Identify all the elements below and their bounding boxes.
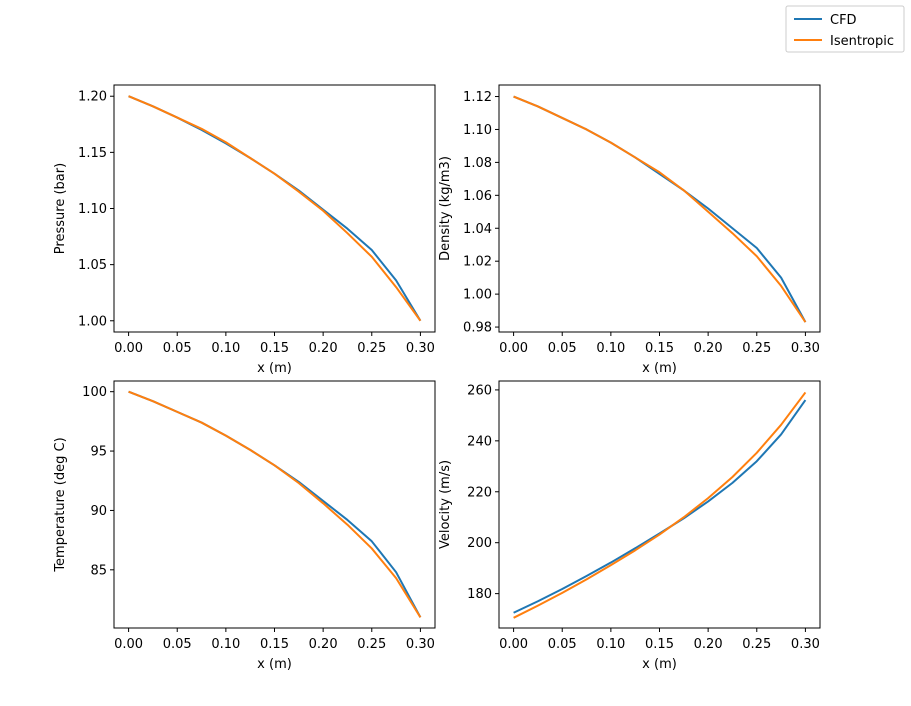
y-axis-label: Pressure (bar) (53, 163, 68, 254)
x-tick-label: 0.10 (596, 341, 625, 356)
series-line-isentropic (513, 391, 807, 619)
x-tick-label: 0.05 (548, 341, 577, 356)
x-axis-label: x (m) (257, 361, 292, 376)
x-tick-label: 0.10 (596, 637, 625, 652)
x-tick-label: 0.30 (406, 341, 435, 356)
x-tick-label: 0.20 (309, 341, 338, 356)
y-tick-label: 1.05 (78, 258, 107, 273)
axes-frame (113, 84, 436, 333)
x-axis-label: x (m) (642, 657, 677, 672)
y-tick-label: 1.02 (463, 255, 492, 270)
y-tick-label: 240 (467, 434, 492, 449)
y-tick-label: 1.00 (78, 314, 107, 329)
series-line-isentropic (128, 390, 422, 618)
y-axis-label: Velocity (m/s) (438, 460, 453, 549)
x-tick-label: 0.30 (791, 637, 820, 652)
x-tick-label: 0.10 (211, 341, 240, 356)
axes-frame (498, 84, 821, 333)
x-tick-label: 0.00 (499, 341, 528, 356)
y-tick-label: 100 (82, 385, 107, 400)
y-tick-label: 90 (90, 504, 107, 519)
y-tick-label: 0.98 (463, 321, 492, 336)
x-axis-label: x (m) (642, 361, 677, 376)
y-tick-label: 200 (467, 536, 492, 551)
x-tick-label: 0.00 (114, 637, 143, 652)
x-tick-label: 0.30 (791, 341, 820, 356)
x-tick-label: 0.25 (742, 637, 771, 652)
x-tick-label: 0.25 (357, 637, 386, 652)
x-tick-label: 0.05 (163, 637, 192, 652)
panel-pressure: 0.00 0.05 0.10 0.15 0.20 0.25 0.30 1.00 1.05 1.10… (53, 84, 436, 376)
x-tick-label: 0.15 (260, 341, 289, 356)
y-tick-label: 1.10 (78, 202, 107, 217)
series-line-isentropic (513, 95, 807, 323)
x-tick-label: 0.00 (114, 341, 143, 356)
y-tick-label: 1.12 (463, 90, 492, 105)
axes-frame (113, 380, 436, 629)
y-axis-label: Temperature (deg C) (53, 437, 68, 572)
x-tick-label: 0.15 (645, 341, 674, 356)
x-tick-label: 0.25 (357, 341, 386, 356)
x-tick-label: 0.00 (499, 637, 528, 652)
y-tick-label: 1.04 (463, 222, 492, 237)
y-tick-label: 1.00 (463, 288, 492, 303)
panel-temperature: 0.00 0.05 0.10 0.15 0.20 0.25 0.30 85 90 95 100 x (… (53, 380, 436, 672)
y-tick-label: 220 (467, 485, 492, 500)
y-tick-label: 1.15 (78, 146, 107, 161)
x-tick-label: 0.30 (406, 637, 435, 652)
series-line-cfd (128, 390, 422, 618)
legend-isentropic-label: Isentropic (830, 34, 894, 49)
y-tick-label: 1.08 (463, 156, 492, 171)
axes-frame (498, 380, 821, 629)
panel-density: 0.00 0.05 0.10 0.15 0.20 0.25 0.30 0.98 1.00 1.02… (438, 84, 821, 376)
legend: CFD Isentropic (785, 5, 905, 53)
legend-cfd-label: CFD (830, 13, 857, 28)
y-tick-label: 260 (467, 383, 492, 398)
x-tick-label: 0.20 (694, 637, 723, 652)
panel-velocity: 0.00 0.05 0.10 0.15 0.20 0.25 0.30 180 200 220 240… (438, 380, 821, 672)
x-tick-label: 0.15 (260, 637, 289, 652)
x-tick-label: 0.05 (163, 341, 192, 356)
x-axis-label: x (m) (257, 657, 292, 672)
y-axis-label: Density (kg/m3) (438, 156, 453, 261)
y-tick-label: 1.20 (78, 90, 107, 105)
x-tick-label: 0.20 (309, 637, 338, 652)
series-line-cfd (128, 95, 422, 322)
x-tick-label: 0.25 (742, 341, 771, 356)
y-tick-label: 1.10 (463, 123, 492, 138)
x-tick-label: 0.10 (211, 637, 240, 652)
series-line-isentropic (128, 95, 422, 322)
x-tick-label: 0.05 (548, 637, 577, 652)
y-tick-label: 85 (90, 563, 107, 578)
y-tick-label: 95 (90, 445, 107, 460)
y-tick-label: 180 (467, 587, 492, 602)
y-tick-label: 1.06 (463, 189, 492, 204)
series-line-cfd (513, 399, 807, 614)
series-line-cfd (513, 95, 807, 323)
x-tick-label: 0.15 (645, 637, 674, 652)
x-tick-label: 0.20 (694, 341, 723, 356)
